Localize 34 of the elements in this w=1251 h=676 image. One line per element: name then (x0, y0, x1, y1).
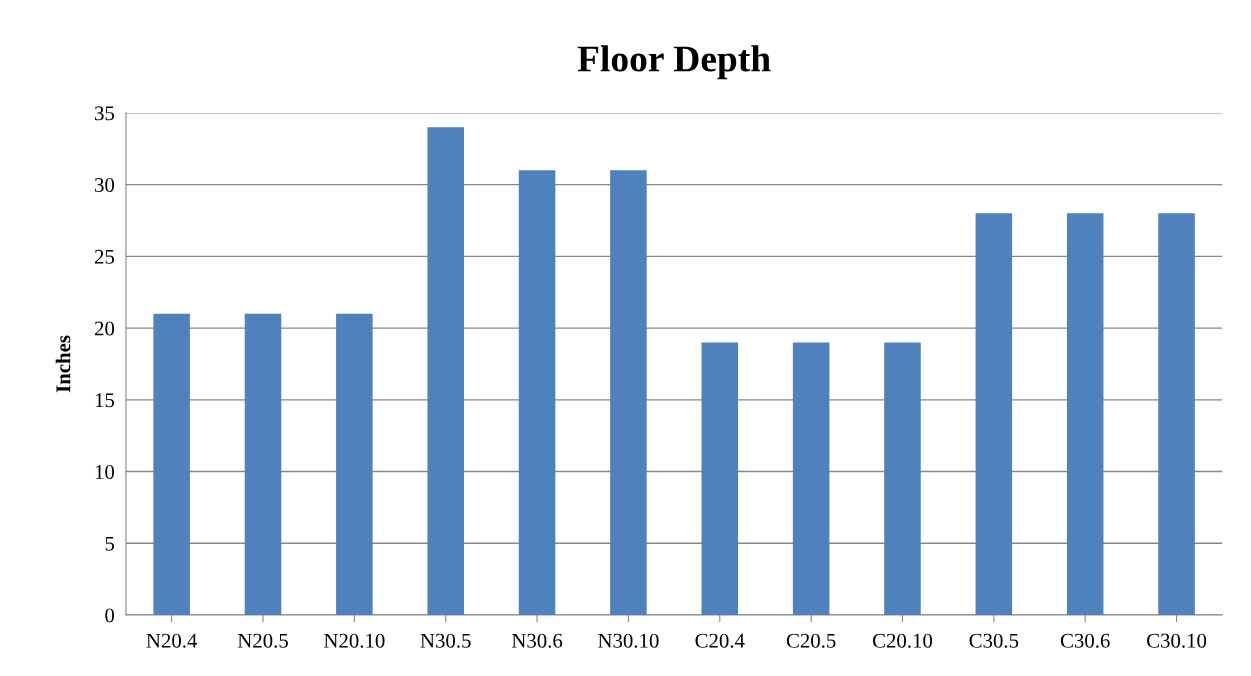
y-axis-title: Inches (55, 335, 71, 393)
x-tick-label: C30.6 (1060, 633, 1110, 648)
bar (1066, 213, 1104, 616)
bar (518, 170, 556, 616)
y-tick-label: 0 (105, 608, 115, 623)
bar (975, 213, 1013, 616)
x-tick-label: C20.10 (872, 633, 933, 648)
y-tick-label: 20 (94, 321, 115, 336)
x-tick-label: N30.5 (420, 633, 471, 648)
x-tick-label: N30.6 (511, 633, 563, 648)
x-tick-label: C20.4 (695, 633, 745, 648)
x-tick-label: C20.5 (786, 633, 836, 648)
chart-title: Floor Depth (577, 45, 771, 80)
bar (153, 313, 190, 616)
y-tick-label: 25 (94, 249, 115, 264)
bar (792, 342, 830, 616)
y-tick-label: 35 (95, 106, 115, 121)
y-tick-label: 15 (95, 393, 115, 408)
x-tick-label: C30.5 (969, 633, 1019, 648)
bar (336, 313, 373, 616)
y-tick-label: 10 (95, 464, 115, 479)
x-tick-label: C30.10 (1147, 633, 1207, 648)
bar (244, 313, 282, 616)
bar (427, 127, 464, 616)
x-tick-label: N20.5 (237, 633, 288, 648)
x-tick-label: N20.10 (324, 633, 385, 648)
bar (610, 170, 647, 616)
x-tick-label: N30.10 (598, 633, 659, 648)
bar (1158, 213, 1195, 616)
y-tick-label: 30 (95, 178, 115, 193)
y-tick-label: 5 (105, 536, 115, 551)
bar (884, 342, 921, 616)
x-tick-label: N20.4 (146, 633, 198, 648)
bar (701, 342, 739, 616)
